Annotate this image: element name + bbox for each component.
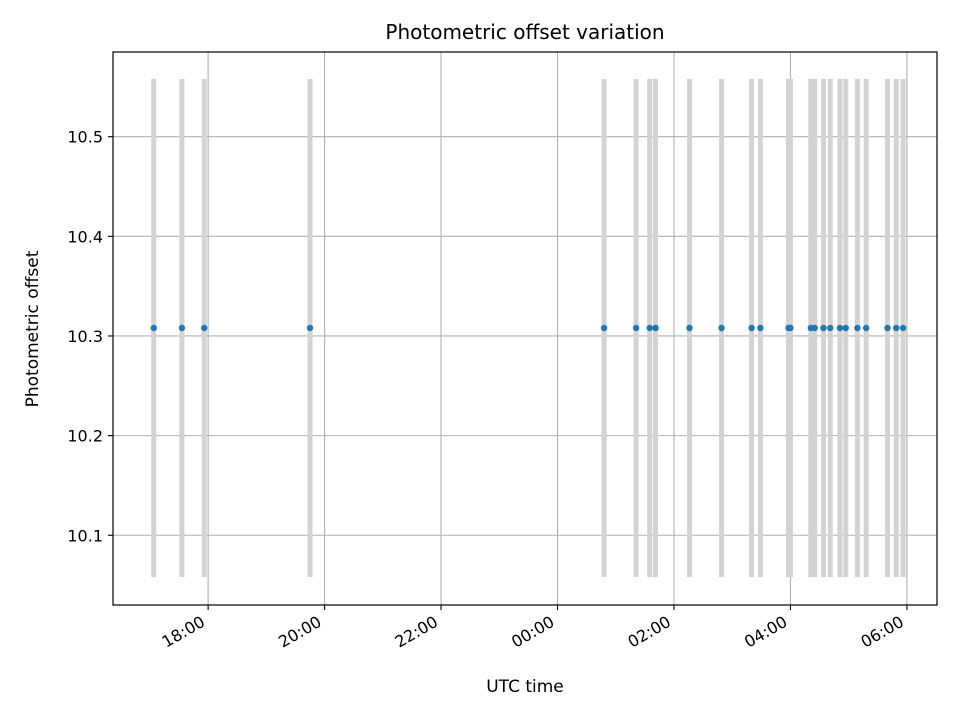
data-point <box>787 324 794 332</box>
data-point <box>899 324 907 332</box>
grid <box>113 52 937 605</box>
chart-title: Photometric offset variation <box>385 20 664 44</box>
data-point <box>842 324 849 332</box>
y-tick-label: 10.5 <box>67 128 103 147</box>
plot-frame <box>112 51 938 606</box>
data-point <box>201 324 208 332</box>
data-point <box>652 324 659 332</box>
y-axis-label: Photometric offset <box>23 250 43 407</box>
x-axis-label: UTC time <box>486 677 564 697</box>
data-point <box>893 324 900 332</box>
data-point <box>862 324 870 332</box>
data-point <box>646 324 653 332</box>
data-point <box>686 324 693 332</box>
data-point <box>748 324 755 332</box>
data-point <box>757 324 764 332</box>
data-point <box>306 324 314 332</box>
data-point <box>632 324 640 332</box>
data-point <box>718 324 725 332</box>
data-point <box>600 324 608 332</box>
data-points <box>150 324 907 332</box>
data-point <box>811 324 818 332</box>
y-tick-label: 10.1 <box>67 526 103 545</box>
data-point <box>854 324 861 332</box>
y-tick-label: 10.3 <box>67 327 103 346</box>
data-point <box>150 324 157 332</box>
data-point <box>827 324 834 332</box>
data-point <box>884 324 891 332</box>
data-point <box>820 324 827 332</box>
y-tick-label: 10.2 <box>67 427 103 446</box>
data-point <box>836 324 844 332</box>
y-axis-ticks: 10.1 10.2 10.3 10.4 10.5 <box>67 128 113 545</box>
y-tick-label: 10.4 <box>67 227 103 246</box>
data-point <box>178 324 186 332</box>
